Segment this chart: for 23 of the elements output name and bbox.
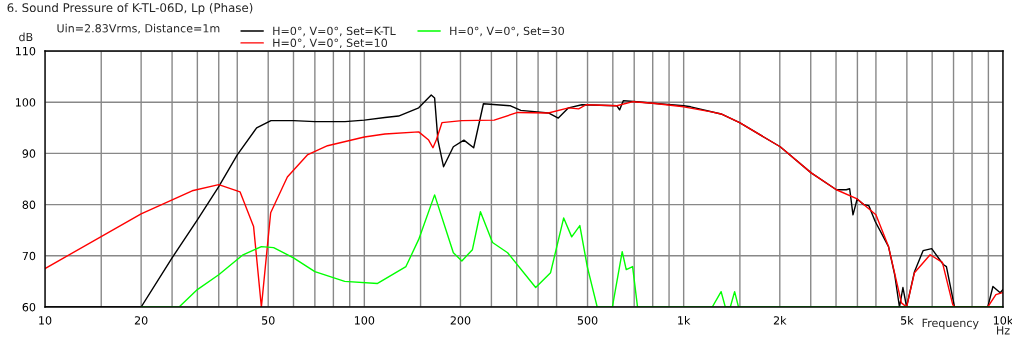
y-axis-title: dB: [19, 32, 33, 42]
text: Uin=2.83Vrms, Distance=1m: [57, 23, 220, 34]
y-tick-label: 80: [22, 200, 36, 209]
x-tick-label: 20: [134, 316, 148, 325]
y-tick-label: 60: [22, 302, 36, 312]
chart-title: 6. Sound Pressure of K-TL-06D, Lp (Phase): [7, 2, 253, 15]
x-tick-label: 10: [39, 316, 52, 325]
text: Hz: [997, 326, 1010, 335]
y-tick-label: 110: [15, 46, 36, 56]
legend-label: H=0°, V=0°, Set=30: [450, 26, 564, 37]
x-tick-label: 500: [577, 316, 598, 325]
x-tick-label: 5k: [900, 316, 914, 325]
x-tick-label: 1k: [678, 316, 691, 325]
x-tick-label: 2k: [773, 316, 787, 325]
x-tick-label: 100: [354, 316, 375, 325]
y-tick-label: 90: [22, 149, 36, 158]
legend-label: H=0°, V=0°, Set=10: [273, 38, 388, 49]
y-tick-label: 100: [15, 98, 36, 107]
legend-label: H=0°, V=0°, Set=K-TL: [273, 26, 396, 37]
y-tick-label: 70: [22, 251, 36, 261]
x-tick-label: 50: [261, 316, 275, 325]
x-tick-label: 200: [450, 316, 471, 325]
x-axis-title: Frequency: [922, 318, 979, 330]
